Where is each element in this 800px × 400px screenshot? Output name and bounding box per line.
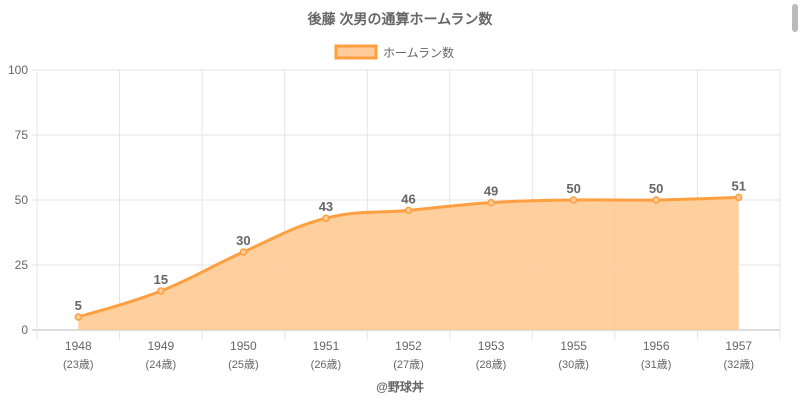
legend-swatch	[334, 44, 378, 60]
x-tick-sublabel: (26歳)	[311, 358, 342, 371]
data-point	[569, 196, 578, 204]
x-tick-sublabel: (32歳)	[723, 358, 754, 371]
x-tick-sublabel: (31歳)	[641, 358, 672, 371]
data-point	[404, 206, 413, 215]
data-point	[734, 193, 743, 202]
area-fill	[78, 197, 739, 330]
data-label: 30	[236, 233, 250, 248]
data-point	[74, 313, 83, 321]
data-label: 15	[154, 272, 168, 287]
data-label: 46	[401, 191, 415, 206]
data-point	[487, 198, 495, 207]
data-label: 49	[484, 184, 498, 199]
x-tick-label: 1957	[725, 339, 752, 353]
data-point	[157, 287, 165, 295]
credit-label: @野球丼	[376, 379, 424, 394]
x-tick-label: 1953	[478, 339, 505, 353]
chart-title: 後藤 次男の通算ホームラン数	[308, 11, 494, 27]
legend-label: ホームラン数	[383, 45, 454, 60]
data-label: 51	[731, 178, 745, 193]
data-label: 5	[75, 298, 82, 313]
y-tick-label: 0	[21, 323, 28, 337]
x-tick-label: 1951	[313, 339, 340, 353]
x-tick-sublabel: (25歳)	[228, 358, 259, 371]
x-tick-label: 1949	[147, 339, 174, 353]
y-tick-label: 100	[8, 63, 28, 77]
y-tick-label: 75	[15, 128, 29, 142]
x-tick-label: 1950	[230, 339, 257, 353]
data-point	[239, 248, 248, 256]
x-tick-label: 1955	[560, 339, 587, 353]
data-point	[322, 214, 330, 222]
data-label: 43	[319, 199, 333, 214]
x-tick-sublabel: (28歳)	[476, 358, 507, 371]
x-tick-sublabel: (24歳)	[146, 358, 177, 371]
x-tick-sublabel: (30歳)	[558, 358, 589, 371]
data-label: 50	[649, 181, 663, 196]
x-tick-label: 1948	[65, 339, 92, 353]
x-tick-sublabel: (27歳)	[393, 358, 424, 371]
scrollbar[interactable]	[792, 4, 798, 32]
y-tick-label: 50	[15, 193, 29, 207]
x-tick-label: 1956	[643, 339, 670, 353]
data-label: 50	[566, 181, 580, 196]
x-tick-label: 1952	[395, 339, 422, 353]
data-point	[652, 196, 660, 204]
x-tick-sublabel: (23歳)	[63, 358, 94, 371]
y-tick-label: 25	[15, 258, 29, 272]
